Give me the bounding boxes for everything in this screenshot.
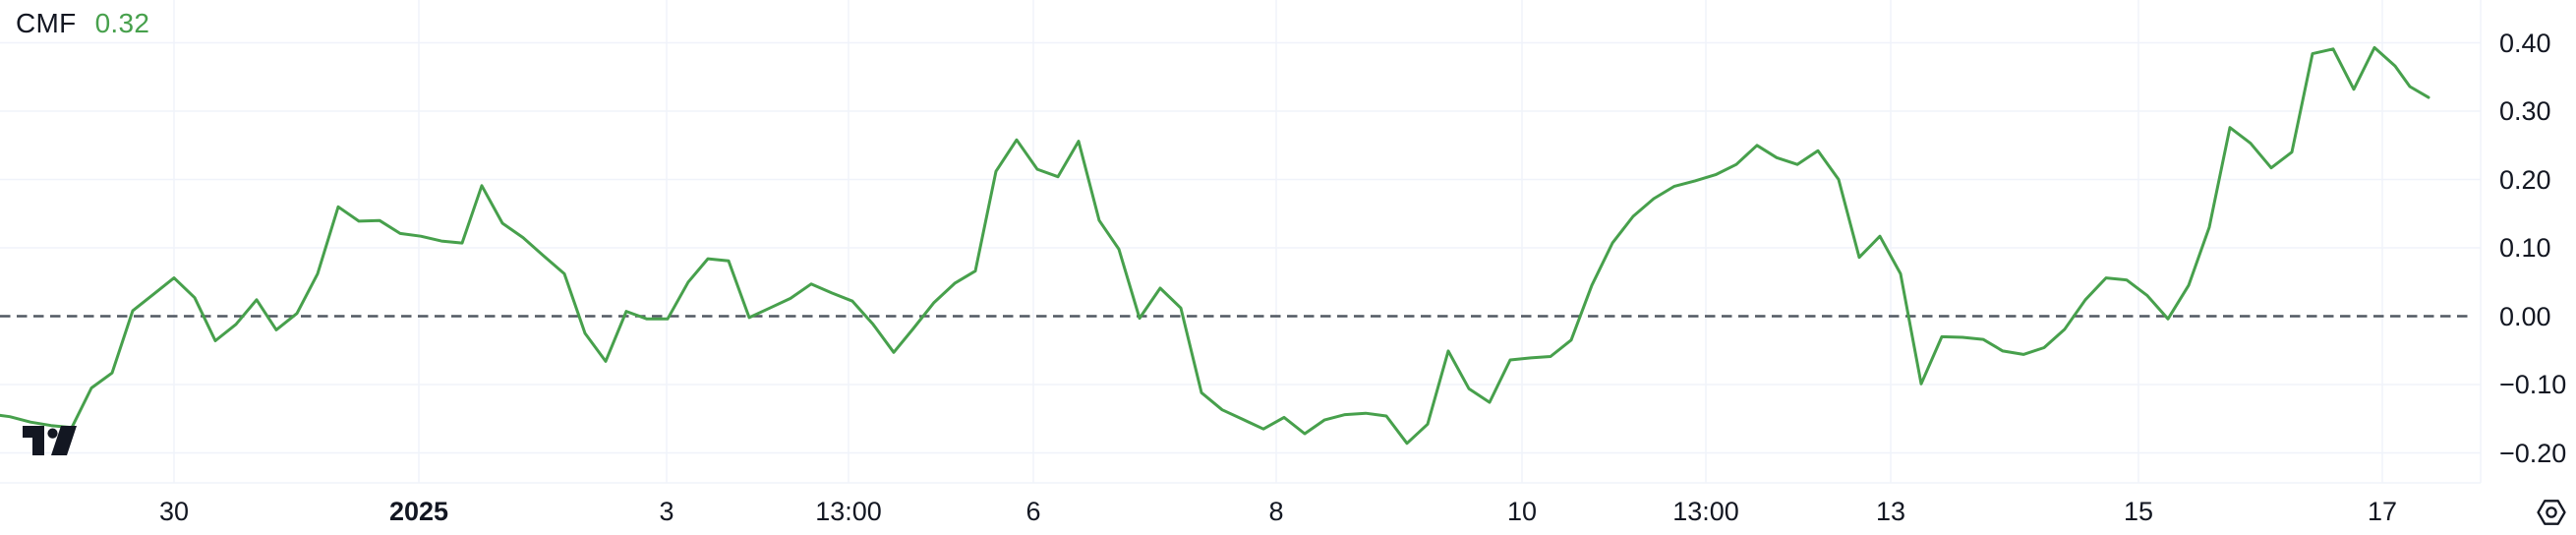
price-axis-label: 0.40 <box>2499 28 2551 58</box>
time-axis-label: 13:00 <box>815 497 882 526</box>
indicator-legend[interactable]: CMF 0.32 <box>16 7 149 40</box>
time-axis-label: 6 <box>1025 497 1041 526</box>
tradingview-logo-dot <box>47 428 58 439</box>
cmf-line[interactable] <box>0 45 2430 446</box>
tradingview-logo-v <box>51 426 77 455</box>
time-axis-label: 17 <box>2367 497 2398 526</box>
price-axis-label: −0.20 <box>2499 438 2567 468</box>
time-axis-label: 15 <box>2123 497 2154 526</box>
time-axis-label: 10 <box>1506 497 1538 526</box>
indicator-value: 0.32 <box>94 8 150 38</box>
indicator-title: CMF <box>16 8 77 38</box>
tradingview-logo-t <box>23 426 44 455</box>
price-axis-label: 0.30 <box>2499 96 2551 126</box>
time-axis-label: 2025 <box>388 497 449 526</box>
time-axis-label: 3 <box>659 497 674 526</box>
price-axis-label: 0.20 <box>2499 164 2551 195</box>
price-axis-label: 0.00 <box>2499 301 2551 331</box>
gear-icon <box>2537 500 2566 525</box>
time-axis-label: 8 <box>1268 497 1284 526</box>
time-axis-label: 13:00 <box>1672 497 1739 526</box>
price-axis-label: 0.10 <box>2499 233 2551 263</box>
price-axis-label: −0.10 <box>2499 370 2567 399</box>
time-axis-label: 30 <box>158 497 190 526</box>
time-axis[interactable]: 30 2025 3 13:00 6 8 10 13:00 13 15 17 <box>0 497 2576 530</box>
time-axis-label: 13 <box>1875 497 1906 526</box>
tradingview-logo[interactable] <box>21 425 78 456</box>
price-axis[interactable]: 0.40 0.30 0.20 0.10 0.00 −0.10 −0.20 <box>2499 0 2576 483</box>
time-axis-settings-button[interactable] <box>2534 495 2569 530</box>
